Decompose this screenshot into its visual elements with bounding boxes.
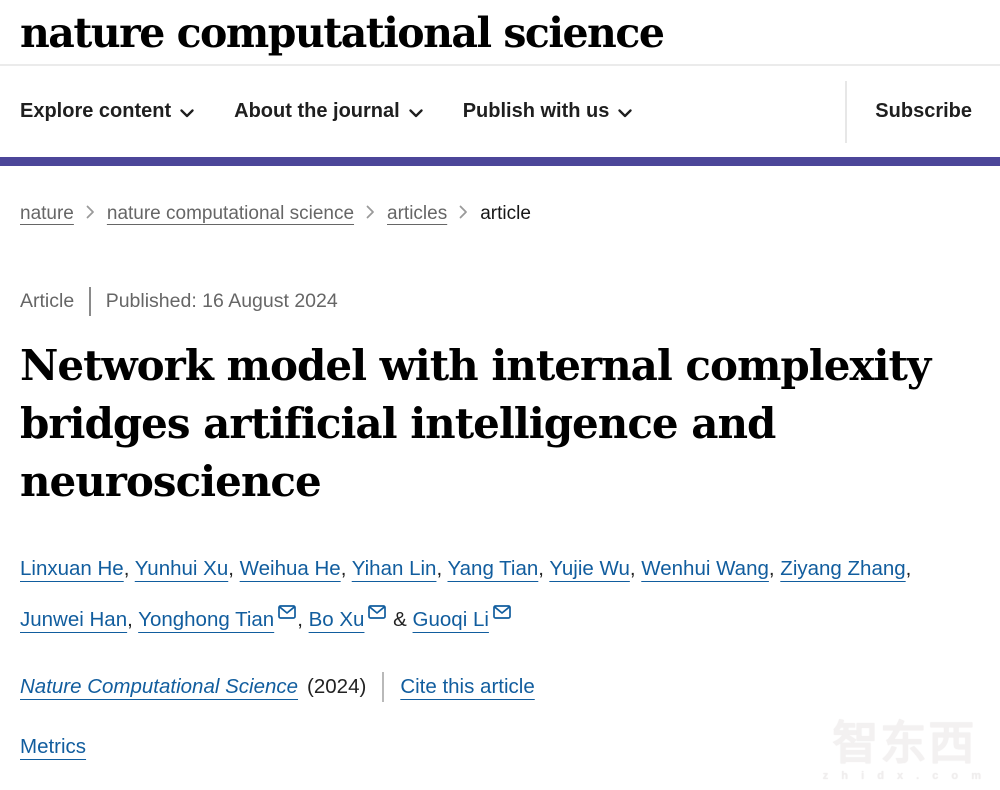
- breadcrumb-item-nature-computational-science[interactable]: nature computational science: [106, 203, 355, 225]
- nav-item-label: About the journal: [234, 100, 400, 123]
- author-link[interactable]: Wenhui Wang: [641, 557, 769, 581]
- email-icon[interactable]: [278, 587, 297, 638]
- author-separator: ,: [538, 557, 550, 581]
- author-link[interactable]: Weihua He: [239, 557, 341, 581]
- author-link[interactable]: Junwei Han: [20, 608, 128, 632]
- brand-color-bar: [0, 157, 1000, 167]
- header-divider: [0, 64, 1000, 67]
- email-icon[interactable]: [368, 587, 387, 638]
- breadcrumb-separator: [366, 203, 375, 225]
- author-link[interactable]: Yunhui Xu: [134, 557, 229, 581]
- author-link[interactable]: Ziyang Zhang: [780, 557, 906, 581]
- breadcrumb-separator-icon: [366, 205, 374, 219]
- author-separator: ,: [340, 557, 352, 581]
- subscribe-label: Subscribe: [875, 100, 972, 123]
- author-link[interactable]: Yujie Wu: [549, 557, 630, 581]
- subscribe-button[interactable]: Subscribe: [875, 100, 972, 123]
- author-link[interactable]: Guoqi Li: [412, 608, 489, 632]
- metrics-row: Metrics: [20, 735, 945, 759]
- article-type-label: Article: [20, 290, 75, 313]
- breadcrumb: nature nature computational science articl…: [20, 203, 945, 225]
- author-email: [274, 605, 297, 631]
- author-email: [489, 605, 512, 631]
- cite-this-article-link[interactable]: Cite this article: [400, 675, 535, 699]
- citation-divider: [382, 672, 385, 703]
- author-email: [364, 605, 387, 631]
- author-separator: ,: [228, 557, 240, 581]
- journal-name-link[interactable]: Nature Computational Science: [20, 675, 299, 699]
- author-last-joiner: &: [387, 608, 413, 632]
- breadcrumb-item-nature[interactable]: nature: [20, 203, 74, 225]
- nav-item-explore-content[interactable]: Explore content: [20, 100, 194, 123]
- author-separator: ,: [297, 608, 309, 632]
- main-navigation: Explore content About the journal Publish …: [0, 66, 1000, 157]
- watermark-site-text: z h i d x . c o m: [822, 770, 986, 782]
- meta-divider: [89, 287, 91, 317]
- article-title: Network model with internal complexity b…: [20, 341, 931, 507]
- author-separator: ,: [436, 557, 448, 581]
- author-list: Linxuan He, Yunhui Xu, Weihua He, Yihan …: [20, 543, 945, 645]
- nav-item-about-the-journal[interactable]: About the journal: [234, 100, 423, 123]
- nav-item-publish-with-us[interactable]: Publish with us: [463, 100, 633, 123]
- breadcrumb-item-articles[interactable]: articles: [387, 203, 448, 225]
- published-date: Published: 16 August 2024: [105, 290, 338, 313]
- nav-item-label: Publish with us: [462, 100, 610, 123]
- journal-citation-row: Nature Computational Science (2024) Cite…: [20, 672, 945, 703]
- metrics-link[interactable]: Metrics: [20, 735, 87, 759]
- author-separator: ,: [768, 557, 781, 581]
- chevron-down-icon: [409, 109, 423, 117]
- author-link[interactable]: Yihan Lin: [351, 557, 437, 581]
- chevron-down-icon: [180, 109, 194, 117]
- journal-year: (2024): [307, 675, 367, 699]
- journal-logo[interactable]: nature computational science: [20, 9, 665, 57]
- breadcrumb-separator: [459, 203, 468, 225]
- nav-divider: [845, 80, 848, 143]
- breadcrumb-separator-icon: [459, 205, 468, 219]
- nav-item-label: Explore content: [20, 100, 172, 123]
- breadcrumb-item-article: article: [480, 203, 531, 225]
- author-separator: ,: [123, 557, 135, 581]
- breadcrumb-separator-icon: [86, 205, 94, 219]
- article-header-content: nature nature computational science articl…: [0, 203, 965, 759]
- author-separator: ,: [127, 608, 139, 632]
- author-separator: ,: [905, 557, 912, 581]
- author-link[interactable]: Yonghong Tian: [138, 608, 275, 632]
- breadcrumb-separator: [86, 203, 95, 225]
- author-link[interactable]: Linxuan He: [20, 557, 124, 581]
- author-link[interactable]: Bo Xu: [308, 608, 365, 632]
- journal-logo-row: nature computational science: [0, 0, 1000, 64]
- email-icon[interactable]: [493, 587, 511, 638]
- author-link[interactable]: Yang Tian: [447, 557, 539, 581]
- author-separator: ,: [629, 557, 642, 581]
- article-meta-row: Article Published: 16 August 2024: [20, 287, 945, 317]
- chevron-down-icon: [618, 109, 633, 117]
